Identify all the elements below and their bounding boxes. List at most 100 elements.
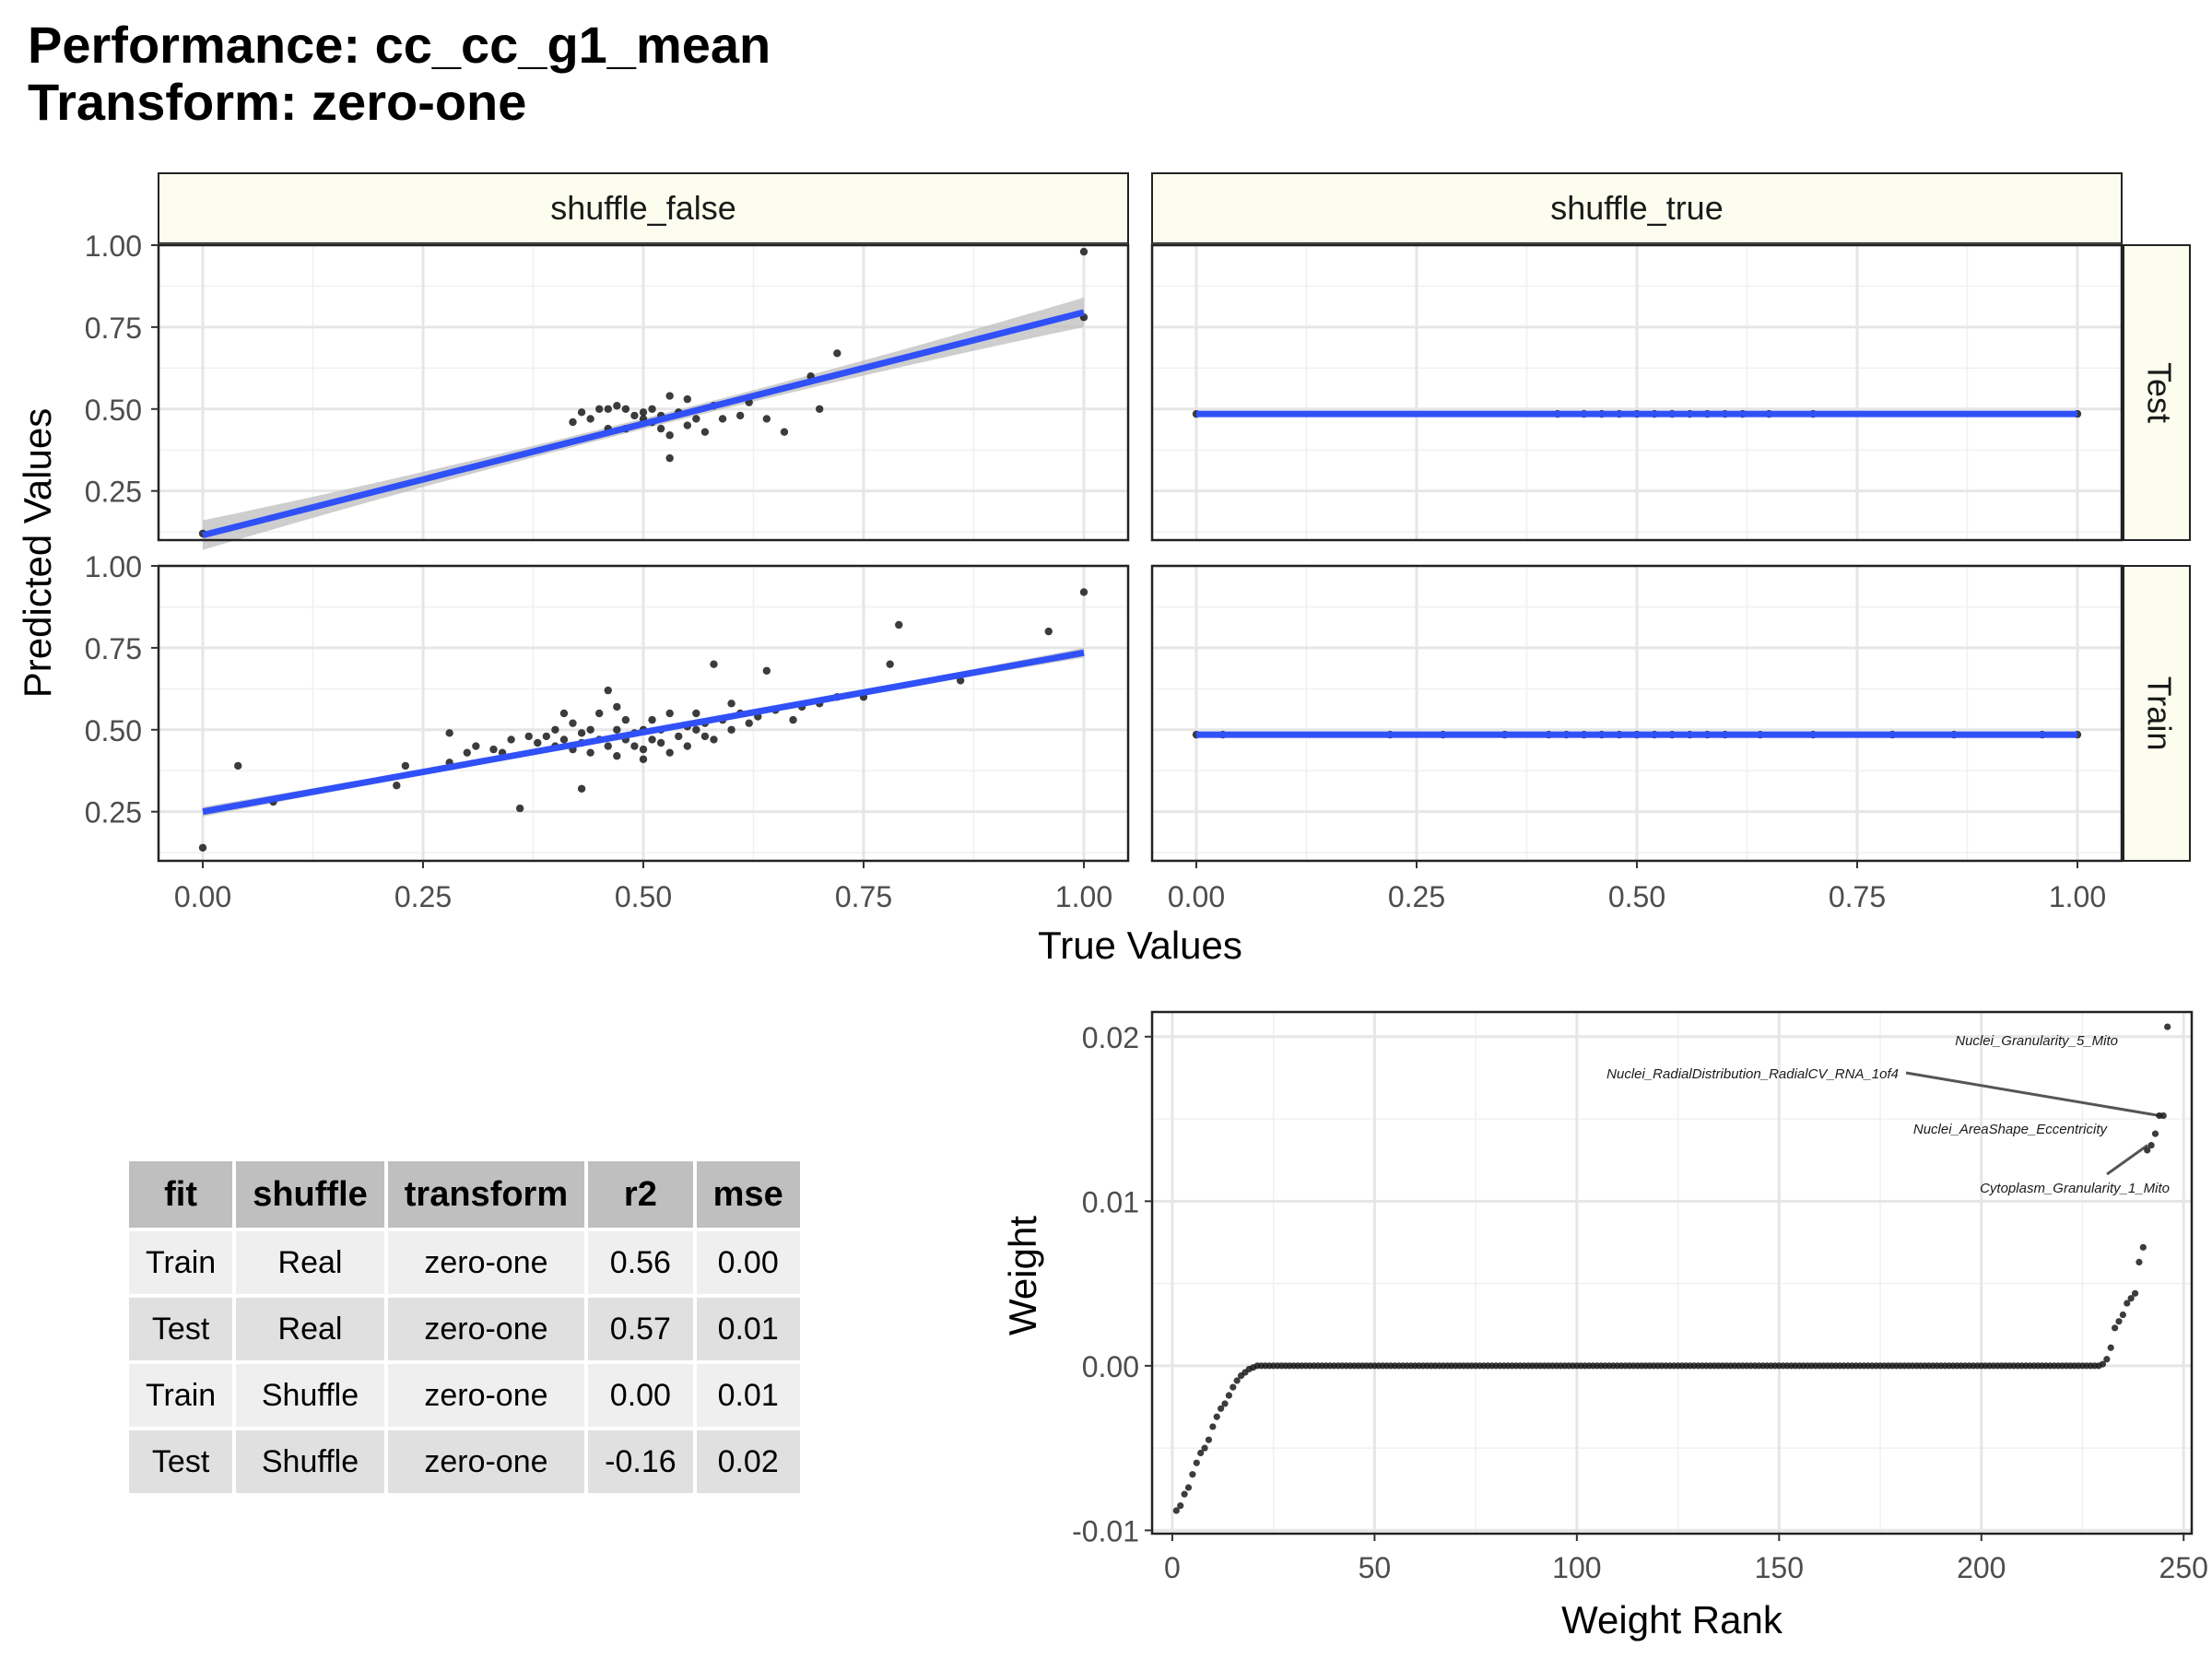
x-tick-label: 200: [1957, 1551, 2006, 1584]
data-point: [692, 709, 700, 718]
data-point: [534, 738, 542, 747]
fit-line: [202, 309, 1085, 539]
data-point: [1184, 1484, 1193, 1491]
data-point: [613, 725, 621, 734]
data-point: [595, 709, 604, 718]
data-point: [692, 415, 700, 423]
data-point: [648, 405, 656, 413]
annotation-label: Cytoplasm_Granularity_1_Mito: [1980, 1181, 2170, 1196]
data-point: [675, 732, 683, 741]
data-point: [2131, 1289, 2139, 1297]
data-point: [559, 709, 569, 718]
data-point: [727, 725, 735, 734]
y-tick-label: 0.00: [1082, 1350, 1139, 1383]
data-point: [718, 415, 727, 423]
facet-label-train: Train: [2140, 677, 2178, 751]
data-point: [2119, 1311, 2126, 1319]
table-header-cell: transform: [387, 1161, 585, 1228]
facet-strip-shuffle_false: [158, 172, 1129, 244]
table-cell: 0.01: [696, 1364, 800, 1427]
table-cell: 0.01: [696, 1298, 800, 1360]
data-point: [2136, 1258, 2143, 1265]
panel-shuffle_false-test: [157, 243, 1130, 550]
table-header-cell: shuffle: [236, 1161, 384, 1228]
data-point: [1189, 1471, 1196, 1478]
table-cell: 0.02: [696, 1430, 800, 1493]
y-tick-label: -0.01: [1072, 1514, 1139, 1547]
title-line-1: Performance: cc_cc_g1_mean: [28, 16, 771, 74]
panel-shuffle_true-train: [1150, 564, 2124, 863]
data-point: [886, 660, 894, 668]
data-point: [524, 732, 533, 741]
data-point: [515, 804, 524, 813]
table-cell: zero-one: [387, 1364, 585, 1427]
y-axis-title: Predicted Values: [16, 408, 59, 698]
table-cell: 0.56: [588, 1231, 693, 1294]
x-tick-label: 250: [2159, 1551, 2208, 1584]
panel-border: [157, 243, 1130, 542]
table-cell: Shuffle: [236, 1430, 384, 1493]
data-point: [956, 677, 965, 685]
x-tick-label: 150: [1755, 1551, 1804, 1584]
x-tick-label: 1.00: [2049, 880, 2106, 913]
data-point: [648, 715, 656, 724]
data-point: [2099, 1360, 2107, 1368]
y-tick-label: 1.00: [85, 229, 142, 263]
data-point: [1221, 1400, 1229, 1407]
data-point: [683, 394, 691, 404]
data-point: [700, 732, 710, 741]
x-tick-label: 0.50: [1608, 880, 1665, 913]
data-point: [604, 686, 612, 695]
data-point: [1193, 1459, 1200, 1466]
weight-y-axis-title: Weight: [1001, 1216, 1044, 1335]
data-point: [639, 755, 648, 763]
data-point: [648, 735, 656, 744]
table-cell: 0.57: [588, 1298, 693, 1360]
data-point: [1205, 1436, 1213, 1443]
y-tick-label: 0.75: [85, 632, 142, 665]
x-tick-label: 0.75: [1829, 880, 1886, 913]
weight-x-axis-title: Weight Rank: [1561, 1598, 1783, 1641]
data-point: [762, 666, 771, 675]
data-point: [665, 392, 674, 400]
data-point: [2112, 1324, 2119, 1332]
facet-label-test: Test: [2140, 362, 2178, 423]
panel-border: [1150, 1010, 2194, 1535]
data-point: [710, 660, 718, 668]
data-point: [1177, 1502, 1184, 1510]
data-point: [586, 725, 594, 734]
data-point: [2164, 1023, 2171, 1030]
table-cell: 0.00: [696, 1231, 800, 1294]
data-point: [1079, 247, 1088, 256]
x-tick-label: 0.00: [1168, 880, 1225, 913]
x-tick-label: 0: [1164, 1551, 1181, 1584]
data-point: [1044, 627, 1053, 636]
x-tick-label: 1.00: [1055, 880, 1112, 913]
facet-label-shuffle_true: shuffle_true: [1550, 189, 1723, 227]
fit-line: [202, 649, 1085, 816]
annotation-label: Nuclei_Granularity_5_Mito: [1955, 1033, 2118, 1049]
data-point: [665, 748, 674, 757]
data-point: [656, 424, 665, 433]
data-point: [507, 735, 515, 744]
y-tick-label: 0.75: [85, 312, 142, 345]
table-cell: zero-one: [387, 1298, 585, 1360]
x-tick-label: 0.25: [1388, 880, 1445, 913]
data-point: [393, 782, 401, 790]
data-point: [656, 738, 665, 747]
table-cell: Test: [129, 1430, 233, 1493]
annotation-label: Nuclei_RadialDistribution_RadialCV_RNA_1…: [1606, 1066, 1899, 1082]
data-point: [2159, 1112, 2167, 1120]
data-point: [665, 709, 674, 718]
data-point: [595, 405, 604, 413]
data-point: [621, 405, 630, 413]
facet-strip-shuffle_true: [1151, 172, 2123, 244]
data-point: [586, 748, 594, 757]
y-tick-label: 0.01: [1082, 1185, 1139, 1218]
facet-strip-train: [2123, 565, 2191, 862]
data-point: [727, 700, 735, 708]
table-cell: Test: [129, 1298, 233, 1360]
data-point: [1230, 1383, 1237, 1391]
y-tick-label: 0.25: [85, 796, 142, 830]
data-point: [463, 748, 471, 757]
